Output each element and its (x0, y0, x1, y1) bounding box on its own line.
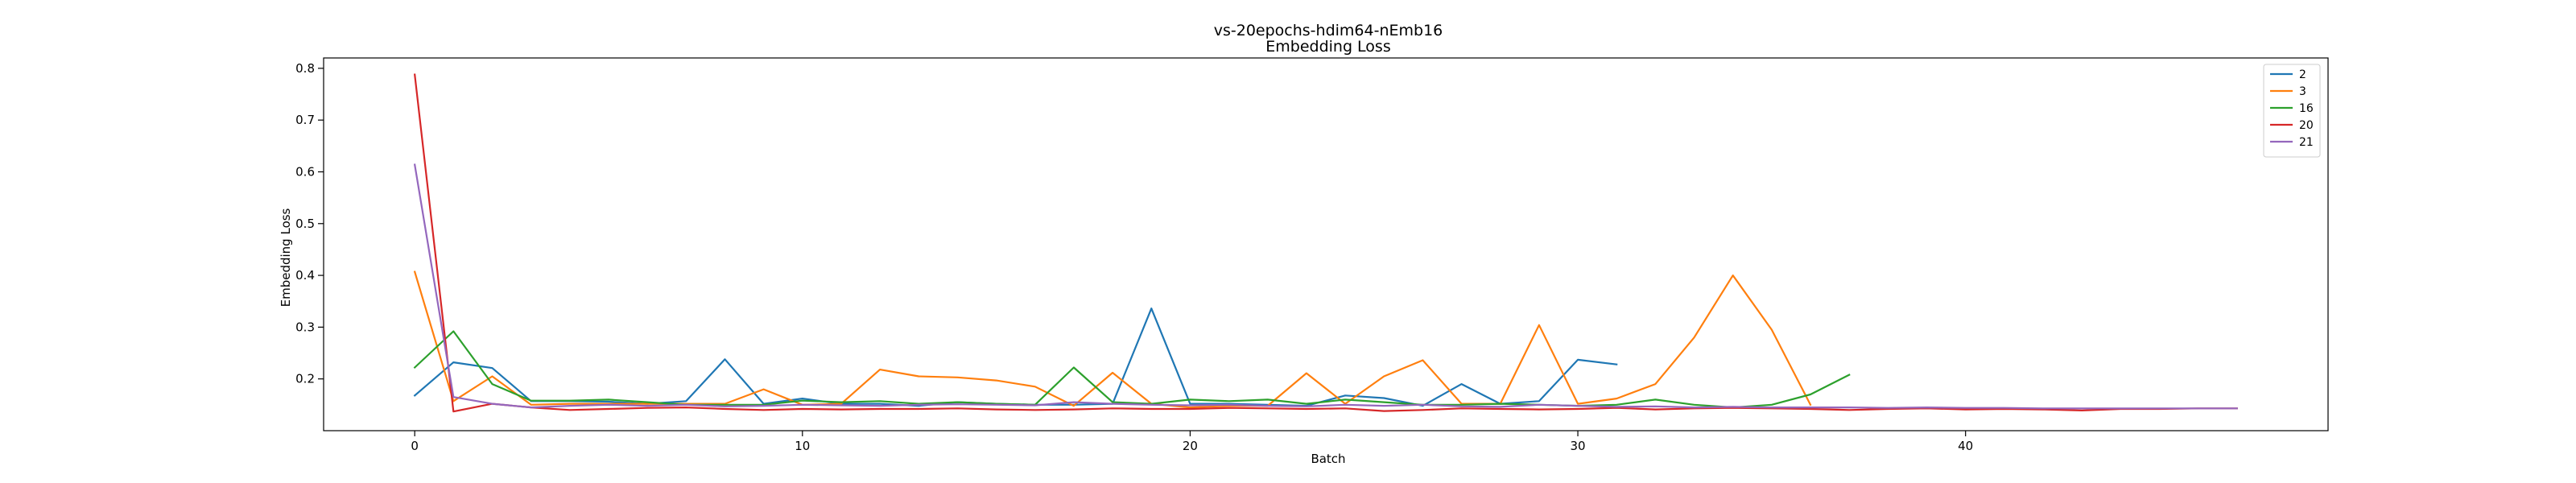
y-tick-label: 0.6 (295, 164, 315, 179)
x-axis: 0 10 20 30 40 (411, 431, 1973, 453)
x-tick-label: 40 (1958, 439, 1973, 453)
legend-label-21: 21 (2299, 136, 2314, 149)
chart-title: vs-20epochs-hdim64-nEmb16 (1214, 22, 1443, 39)
y-tick-label: 0.4 (295, 268, 315, 283)
y-tick-label: 0.5 (295, 217, 315, 231)
series-line-20 (413, 73, 2238, 413)
y-axis: 0.2 0.3 0.4 0.5 0.6 0.7 0.8 (295, 61, 324, 386)
x-tick-label: 10 (795, 439, 810, 453)
series-line-2 (413, 308, 1618, 407)
x-tick-label: 30 (1571, 439, 1586, 453)
legend: 2 3 16 20 21 (2263, 64, 2321, 158)
y-tick-label: 0.3 (295, 320, 315, 334)
legend-box (2263, 64, 2321, 158)
series-layer (413, 73, 2238, 413)
series-line-21 (413, 163, 2238, 410)
series-line-16 (413, 330, 1851, 409)
legend-label-2: 2 (2299, 68, 2306, 81)
y-tick-label: 0.8 (295, 61, 315, 76)
legend-label-16: 16 (2299, 102, 2314, 115)
x-axis-label: Batch (1311, 452, 1345, 466)
y-axis-label: Embedding Loss (279, 208, 293, 307)
chart-subtitle: Embedding Loss (1265, 38, 1390, 56)
legend-label-20: 20 (2299, 119, 2314, 132)
plot-area-frame (323, 57, 2329, 431)
y-tick-label: 0.7 (295, 113, 315, 127)
x-tick-label: 20 (1183, 439, 1198, 453)
legend-label-3: 3 (2299, 85, 2306, 98)
y-tick-label: 0.2 (295, 372, 315, 386)
series-line-3 (413, 270, 1812, 409)
x-tick-label: 0 (411, 439, 419, 453)
